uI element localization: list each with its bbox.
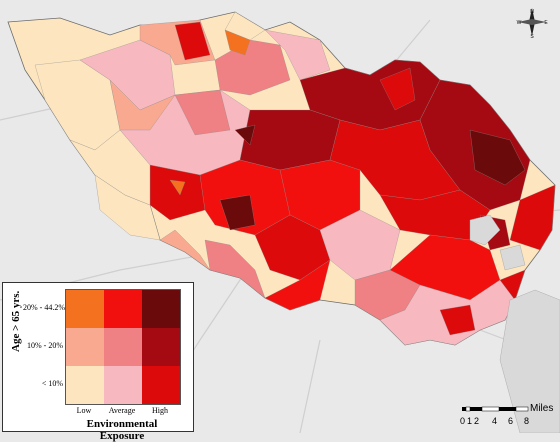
compass-west: W <box>517 20 522 26</box>
compass-north: N <box>530 9 534 15</box>
scale-unit: Miles <box>530 403 554 414</box>
scale-tick: 8 <box>524 416 530 426</box>
compass-south: S <box>530 34 534 39</box>
water-bodies <box>469 214 560 433</box>
scale-tick: 2 <box>474 416 480 426</box>
scale-tick: 0 <box>460 416 466 426</box>
legend-cell <box>66 290 104 328</box>
legend-cell <box>142 290 180 328</box>
scale-bar <box>462 406 529 412</box>
legend-x-label-average: Average <box>108 406 136 415</box>
scale-tick: 1 <box>467 416 473 426</box>
census-tracts <box>34 11 556 346</box>
choropleth-map <box>0 11 560 433</box>
legend-x-label-high: High <box>152 406 168 415</box>
legend-y-label-low: < 10% <box>41 379 63 388</box>
legend-cell <box>142 366 180 404</box>
scale-tick: 6 <box>508 416 514 426</box>
legend-x-title: Environmental Exposure <box>86 418 158 442</box>
legend-cell <box>66 366 104 404</box>
compass-east: E <box>544 20 548 26</box>
legend-grid <box>65 289 181 405</box>
legend-cell <box>142 328 180 366</box>
legend-cell <box>104 366 142 404</box>
legend-y-title: Age > 65 yrs. <box>10 290 22 352</box>
north-arrow-icon: N S E W <box>517 8 548 39</box>
legend-y-label-mid: 10% - 20% <box>27 341 63 350</box>
legend-cell <box>104 328 142 366</box>
legend-y-label-high: 20% - 44.2% <box>23 303 65 312</box>
legend-x-label-low: Low <box>76 406 92 415</box>
scale-tick: 4 <box>492 416 498 426</box>
bivariate-legend: Age > 65 yrs. 20% - 44.2% 10% - 20% < 10… <box>2 282 194 442</box>
legend-cell <box>104 290 142 328</box>
legend-cell <box>66 328 104 366</box>
